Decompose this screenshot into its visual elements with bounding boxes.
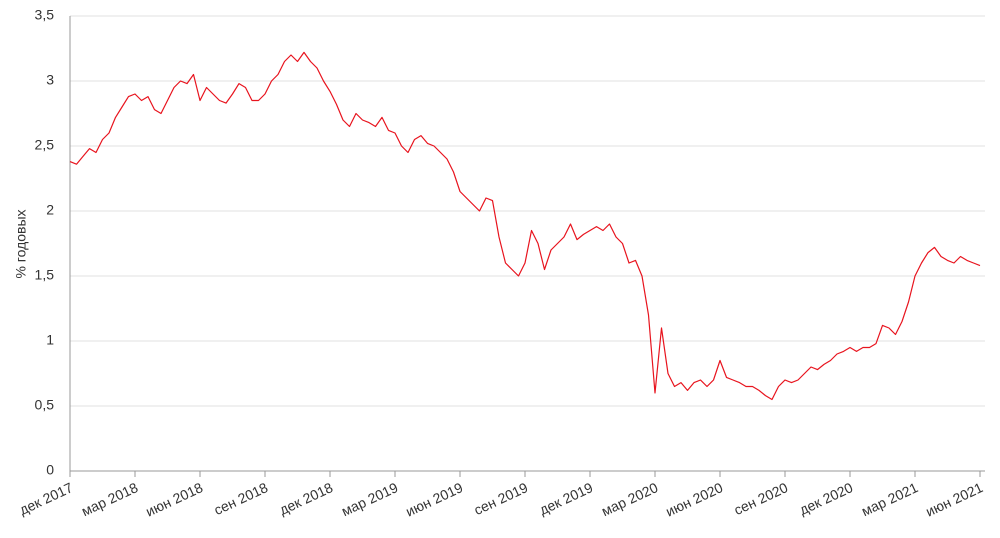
y-tick-label: 2 xyxy=(46,202,54,218)
x-tick-label: дек 2018 xyxy=(277,479,336,518)
x-tick-label: сен 2020 xyxy=(731,479,790,518)
x-tick-label: мар 2021 xyxy=(859,479,921,519)
y-tick-label: 1,5 xyxy=(35,267,55,283)
x-tick-label: дек 2017 xyxy=(17,479,76,518)
y-tick-label: 2,5 xyxy=(35,137,55,153)
x-tick-label: июн 2019 xyxy=(403,479,465,519)
y-tick-label: 3 xyxy=(46,72,54,88)
y-tick-label: 0 xyxy=(46,462,54,478)
x-tick-label: мар 2020 xyxy=(599,479,661,519)
y-tick-label: 1 xyxy=(46,332,54,348)
x-tick-label: сен 2019 xyxy=(471,479,530,518)
y-axis-label: % годовых xyxy=(13,209,29,278)
x-tick-label: июн 2018 xyxy=(143,479,205,519)
x-tick-label: мар 2018 xyxy=(79,479,141,519)
y-tick-label: 0,5 xyxy=(35,397,55,413)
x-tick-label: сен 2018 xyxy=(211,479,270,518)
x-tick-label: дек 2020 xyxy=(797,479,856,518)
x-tick-label: июн 2020 xyxy=(663,479,725,519)
x-tick-label: июн 2021 xyxy=(923,479,985,519)
data-line xyxy=(69,51,981,401)
x-tick-label: мар 2019 xyxy=(339,479,401,519)
x-tick-label: дек 2019 xyxy=(537,479,596,518)
y-tick-label: 3,5 xyxy=(35,7,55,23)
